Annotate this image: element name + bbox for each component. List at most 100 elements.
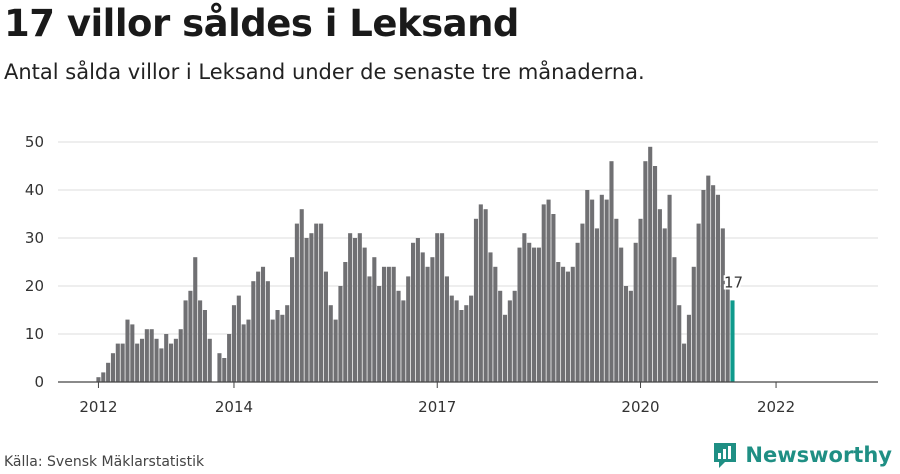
bar (304, 238, 309, 382)
bar (488, 252, 493, 382)
bar (599, 194, 604, 382)
bar (435, 233, 440, 382)
bar (275, 310, 280, 382)
bar (686, 314, 691, 382)
bar (198, 300, 203, 382)
bar (309, 233, 314, 382)
bar (299, 209, 304, 382)
bar (343, 262, 348, 382)
bar (546, 199, 551, 382)
bar (449, 295, 454, 382)
bar (473, 218, 479, 382)
bar (256, 271, 261, 382)
bar (396, 290, 401, 382)
bar (512, 290, 517, 382)
highlight-data-label: 17 (724, 273, 743, 291)
newsworthy-logo: Newsworthy (712, 441, 892, 469)
bar (672, 257, 677, 382)
bar (159, 348, 164, 382)
bar (231, 305, 237, 382)
bar (246, 319, 251, 382)
bar (149, 329, 154, 382)
bar (575, 242, 580, 382)
bar (657, 209, 662, 382)
bar (381, 266, 387, 382)
bar (440, 233, 445, 382)
bar (420, 252, 425, 382)
bar (551, 214, 556, 382)
bar (101, 372, 106, 382)
bar (377, 286, 382, 382)
bar (444, 276, 449, 382)
bar (241, 324, 246, 382)
bar (532, 247, 537, 382)
bar (561, 266, 566, 382)
bar (357, 233, 362, 382)
bar (478, 204, 483, 382)
y-tick-label: 20 (25, 277, 44, 295)
bar (406, 276, 411, 382)
bar (556, 262, 561, 382)
y-tick-label: 40 (25, 181, 44, 199)
bar (628, 290, 633, 382)
bar (430, 257, 435, 382)
bar (139, 338, 145, 382)
bar (323, 271, 328, 382)
bar (227, 334, 232, 382)
axes: 0 10 20 30 40 50 2012 2014 2017 2020 2022 17 (25, 133, 878, 416)
bar (294, 223, 299, 382)
bar (483, 209, 488, 382)
bar (498, 290, 503, 382)
bar (691, 266, 696, 382)
bar (367, 276, 372, 382)
bar (580, 223, 585, 382)
bar (517, 247, 522, 382)
bar (411, 242, 416, 382)
bar (265, 281, 270, 382)
bar (493, 266, 498, 382)
bar (183, 300, 188, 382)
bar (202, 310, 207, 382)
bar (536, 247, 541, 382)
bar (541, 204, 546, 382)
bar (362, 247, 367, 382)
source-note: Källa: Svensk Mäklarstatistik (4, 454, 205, 470)
bar (614, 218, 619, 382)
bar (135, 343, 140, 382)
bar (328, 305, 333, 382)
chart-title: 17 villor såldes i Leksand (4, 2, 519, 45)
y-tick-label: 10 (25, 325, 44, 343)
bar (648, 146, 653, 382)
bar (677, 305, 682, 382)
bar (570, 266, 575, 382)
bar (706, 175, 711, 382)
bar (711, 185, 716, 382)
bar (425, 266, 430, 382)
bar (609, 161, 614, 382)
bar (251, 281, 256, 382)
bar (164, 334, 169, 382)
bar (464, 305, 469, 382)
bars (96, 146, 735, 382)
bar (454, 300, 459, 382)
bar (319, 223, 324, 382)
bar (333, 319, 338, 382)
bar (667, 194, 672, 382)
bar (154, 338, 159, 382)
bar (144, 329, 149, 382)
bar (565, 271, 570, 382)
bar (662, 228, 667, 382)
bar (260, 266, 266, 382)
x-tick-label: 2017 (418, 398, 456, 416)
x-tick-label: 2020 (621, 398, 659, 416)
bar (386, 266, 391, 382)
x-tick-label: 2022 (757, 398, 795, 416)
bar (527, 242, 532, 382)
bar (715, 194, 721, 382)
bar (720, 228, 725, 382)
highlight-bar (730, 300, 735, 382)
x-tick-label: 2012 (79, 398, 117, 416)
bar (193, 257, 198, 382)
bar (207, 338, 212, 382)
bar (604, 199, 609, 382)
